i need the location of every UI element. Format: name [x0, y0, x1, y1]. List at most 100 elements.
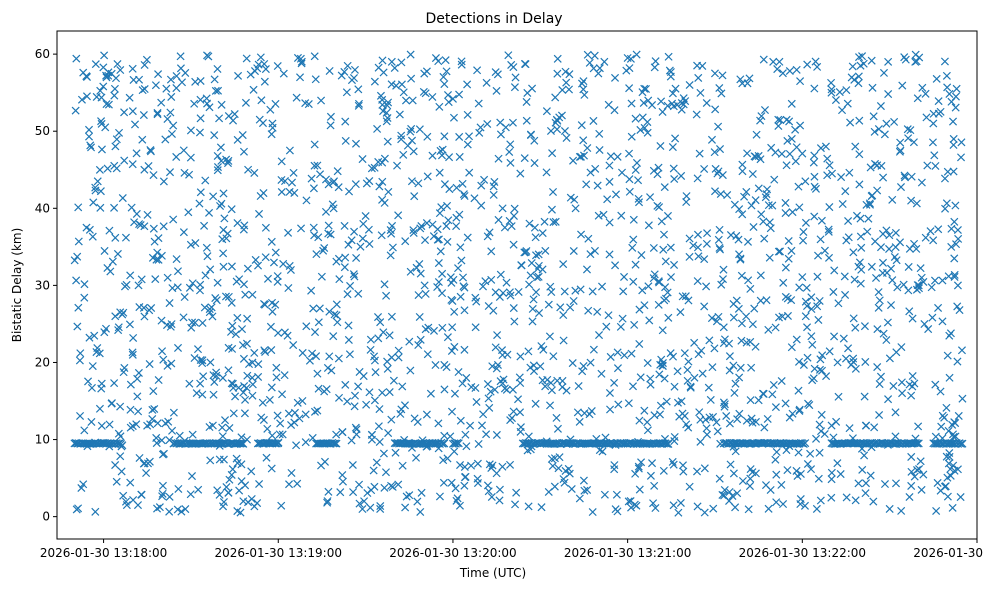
data-point [589, 116, 598, 125]
data-point [128, 160, 137, 169]
data-point [399, 150, 408, 159]
data-point [711, 164, 720, 173]
data-point [696, 437, 705, 446]
data-point [140, 60, 149, 69]
data-point [148, 405, 157, 414]
data-point [447, 278, 456, 287]
data-point [367, 486, 376, 495]
data-point [956, 439, 966, 448]
x-axis-ticks: 2026-01-30 13:18:00 2026-01-30 13:19:00 20… [40, 539, 987, 560]
data-point [775, 247, 785, 256]
data-point [554, 464, 563, 473]
data-point [472, 397, 481, 407]
data-point [737, 319, 746, 328]
data-point [153, 419, 162, 428]
data-point [588, 287, 597, 296]
data-point [934, 225, 943, 234]
data-point [163, 361, 172, 370]
data-point [715, 225, 724, 234]
data-point [308, 349, 317, 358]
data-point [769, 57, 778, 66]
data-point [884, 90, 893, 99]
data-point [227, 298, 236, 307]
data-point [110, 84, 119, 93]
data-point [255, 209, 264, 218]
data-point [309, 184, 318, 193]
data-point [389, 376, 398, 385]
data-point [613, 348, 622, 357]
data-point [340, 263, 349, 272]
data-point [107, 399, 116, 408]
data-point [398, 461, 407, 470]
data-point [653, 201, 662, 210]
data-point [663, 211, 672, 220]
data-point [904, 134, 913, 143]
data-point [315, 304, 324, 313]
data-point [686, 382, 695, 391]
data-point [532, 273, 542, 282]
data-point [202, 94, 211, 103]
data-point [559, 336, 568, 345]
data-point [463, 80, 472, 89]
data-point [350, 65, 359, 74]
data-point [722, 411, 731, 421]
data-point [803, 60, 812, 69]
plot-frame [56, 30, 978, 540]
data-point [542, 107, 551, 116]
data-point [450, 342, 459, 351]
data-point [433, 225, 442, 234]
data-point [345, 350, 354, 359]
data-point [172, 72, 181, 81]
data-point [467, 461, 476, 470]
data-point [506, 291, 515, 300]
data-point [604, 311, 613, 320]
data-point [916, 264, 925, 273]
data-point [579, 77, 588, 86]
data-point [816, 496, 825, 505]
data-point [457, 60, 466, 69]
data-point [510, 83, 519, 92]
data-point [487, 275, 496, 284]
data-point [101, 324, 111, 333]
data-point [502, 278, 511, 287]
data-point [234, 71, 243, 80]
data-point [622, 66, 631, 75]
data-point [673, 367, 682, 376]
data-point [807, 293, 816, 302]
data-point [733, 489, 742, 498]
data-point [162, 84, 171, 93]
data-point [290, 418, 299, 427]
data-point [851, 323, 860, 332]
data-point [421, 325, 430, 334]
data-point [416, 507, 425, 517]
data-point [407, 74, 416, 83]
data-point [919, 277, 928, 286]
data-point [714, 122, 723, 131]
data-point [460, 462, 469, 471]
data-point [460, 306, 469, 315]
data-point [562, 133, 571, 142]
data-point [924, 325, 933, 334]
data-point [394, 211, 403, 220]
data-point [224, 343, 233, 352]
data-point [810, 212, 819, 221]
data-point [829, 287, 838, 296]
data-point [620, 272, 629, 281]
data-point [663, 101, 672, 110]
data-point [837, 173, 846, 182]
data-point [89, 198, 98, 207]
data-point [646, 471, 655, 480]
data-point [640, 406, 649, 415]
data-point [640, 123, 649, 132]
data-point [827, 475, 836, 484]
data-point [738, 210, 747, 219]
data-point [82, 92, 91, 101]
data-point [375, 437, 384, 446]
data-point [232, 277, 241, 286]
data-point [711, 187, 720, 196]
data-point [285, 187, 294, 196]
data-point [593, 181, 602, 190]
data-point [530, 159, 539, 168]
data-point [481, 277, 490, 286]
data-point [151, 81, 160, 90]
